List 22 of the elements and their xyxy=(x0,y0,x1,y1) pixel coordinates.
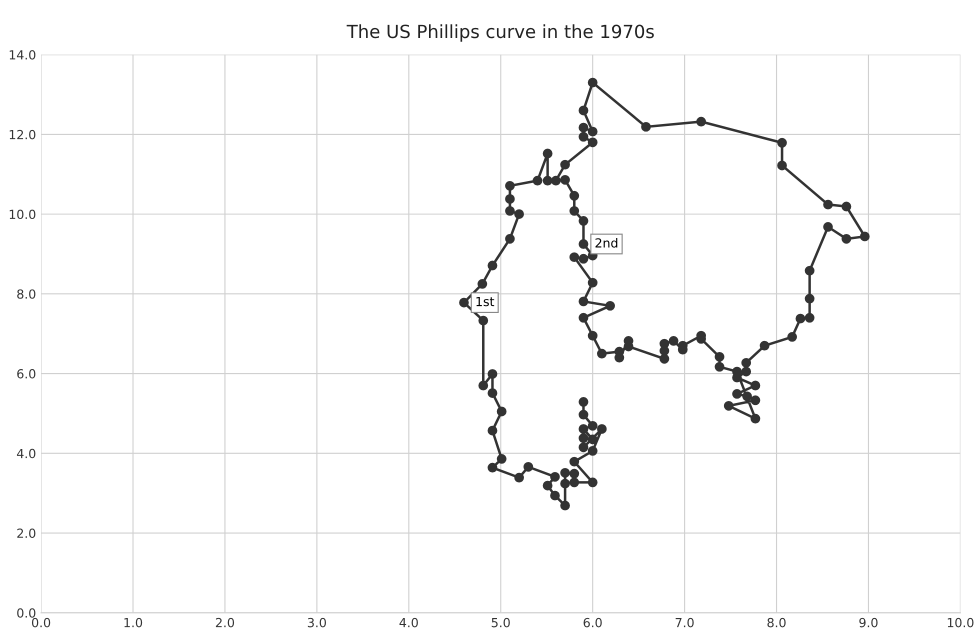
y-tick-label: 8.0 xyxy=(17,289,36,299)
annotation: 2nd xyxy=(596,238,618,248)
annotation: 1st xyxy=(476,296,494,306)
x-tick-label: 8.0 xyxy=(767,618,786,628)
x-tick-label: 3.0 xyxy=(308,618,326,628)
x-tick-label: 0.0 xyxy=(32,618,50,628)
x-tick-label: 5.0 xyxy=(492,618,510,628)
y-tick-label: 4.0 xyxy=(16,448,36,458)
y-tick-label: 0.0 xyxy=(17,608,36,618)
y-tick-label: 2.0 xyxy=(17,528,36,538)
x-tick-label: 1.0 xyxy=(124,618,142,628)
y-tick-label: 10.0 xyxy=(10,210,36,220)
chart-title: The US Phillips curve in the 1970s xyxy=(346,24,654,42)
x-tick-label: 7.0 xyxy=(676,618,694,628)
x-tick-label: 4.0 xyxy=(399,618,418,628)
x-tick-label: 9.0 xyxy=(859,618,878,628)
y-tick-label: 6.0 xyxy=(17,369,36,379)
x-tick-label: 6.0 xyxy=(584,618,602,628)
x-tick-label: 2.0 xyxy=(216,618,234,628)
y-tick-label: 12.0 xyxy=(10,130,36,140)
x-tick-label: 10.0 xyxy=(948,618,974,628)
y-tick-label: 14.0 xyxy=(10,50,36,60)
